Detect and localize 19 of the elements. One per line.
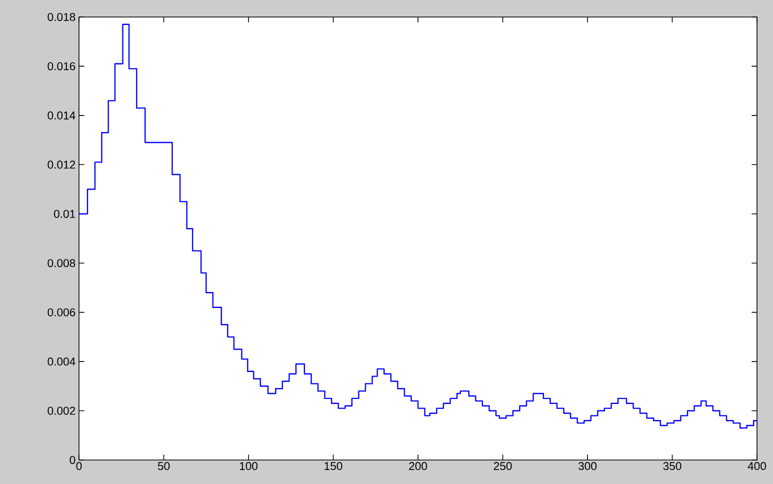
y-tick-label: 0.016 (48, 62, 76, 70)
y-tick-label: 0.018 (48, 12, 76, 21)
x-tick-label: 0 (76, 462, 82, 470)
x-tick-label: 200 (409, 462, 428, 470)
y-tick-label: 0.008 (48, 259, 76, 268)
y-tick-label: 0.004 (48, 358, 76, 366)
x-tick-label: 150 (324, 462, 342, 470)
y-tick-label: 0.012 (48, 160, 76, 169)
x-tick-label: 300 (578, 462, 597, 470)
x-tick-label: 100 (240, 462, 258, 470)
x-tick-label: 400 (748, 462, 766, 470)
x-tick-label: 250 (494, 462, 512, 470)
x-tick-label: 350 (663, 462, 682, 470)
y-tick-label: 0.01 (54, 210, 76, 218)
x-tick-label: 50 (158, 462, 170, 470)
y-tick-label: 0 (70, 456, 76, 464)
y-tick-label: 0.002 (48, 406, 76, 415)
y-tick-label: 0.014 (48, 111, 76, 120)
y-tick-label: 0.006 (48, 308, 76, 316)
